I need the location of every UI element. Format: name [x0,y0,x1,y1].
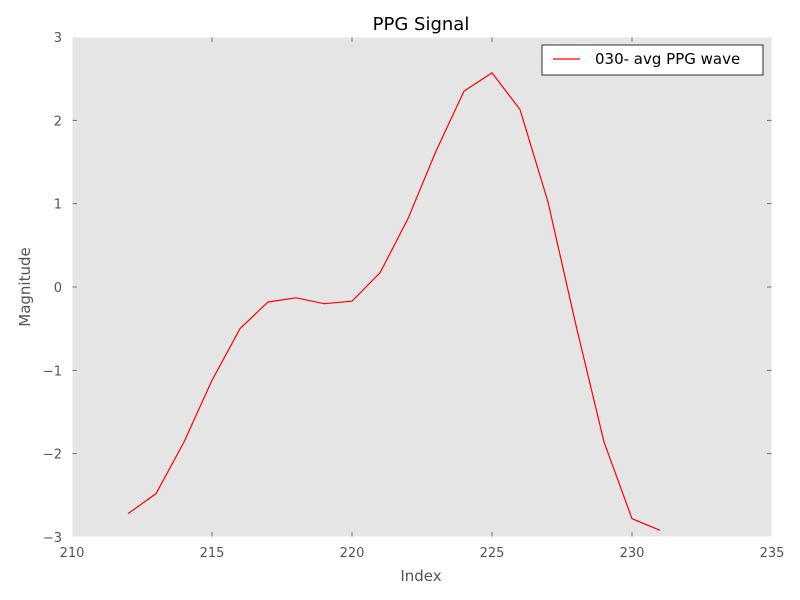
y-tick-label: −3 [43,531,62,546]
tick-labels: 210 215 220 225 230 235 −3 −2 −1 0 1 2 3 [43,31,785,561]
legend: 030- avg PPG wave [541,44,764,76]
y-tick-label: −2 [43,448,62,463]
legend-box [541,44,764,76]
x-tick-label: 235 [760,546,785,561]
y-axis-label: Magnitude [16,247,34,326]
chart-title: PPG Signal [373,14,470,35]
plot-area [72,37,772,537]
x-tick-label: 210 [60,546,85,561]
y-tick-label: 0 [54,281,62,296]
y-tick-label: 3 [54,31,62,46]
series-line-ppg-wave [127,72,661,531]
x-axis-label: Index [400,567,441,585]
y-tick-label: −1 [43,364,62,379]
x-tick-label: 225 [480,546,505,561]
x-tick-label: 220 [340,546,365,561]
x-tick-label: 215 [200,546,225,561]
y-tick-label: 1 [54,198,62,213]
x-tick-label: 230 [620,546,645,561]
legend-label: 030- avg PPG wave [595,50,740,68]
plot-frame [71,36,773,538]
y-tick-label: 2 [54,114,62,129]
